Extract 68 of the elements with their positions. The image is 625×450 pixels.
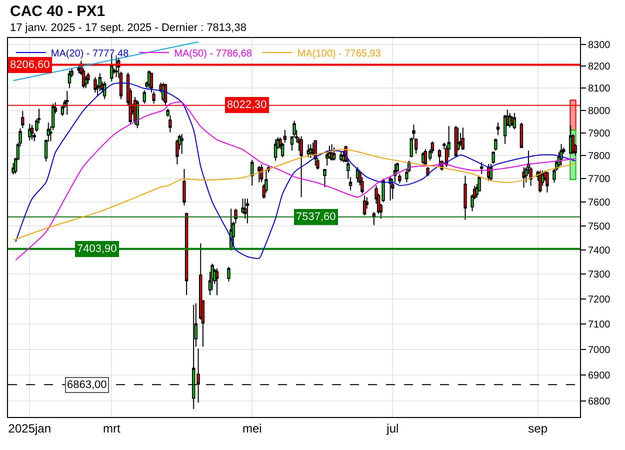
y-tick-label: 8100	[588, 84, 611, 95]
candlestick	[362, 195, 366, 216]
candlestick	[464, 175, 467, 220]
candlestick	[184, 212, 188, 296]
candlestick	[182, 168, 186, 206]
line-series	[12, 148, 576, 241]
y-tick-label: 8200	[588, 62, 611, 73]
candlestick	[538, 170, 542, 193]
legend-label: MA(20) - 7777,48	[50, 48, 130, 60]
candlestick	[496, 122, 500, 136]
y-tick-label: 7800	[588, 151, 611, 162]
candlestick	[438, 148, 442, 166]
y-tick-label: 6800	[588, 396, 611, 408]
candlestick	[494, 138, 498, 152]
ref-line-label: 6863,00	[67, 379, 107, 391]
y-tick-label: 6900	[588, 370, 611, 382]
candlestick	[142, 90, 146, 104]
y-tick-label: 7500	[588, 221, 611, 232]
x-tick-label: 2025jan	[8, 421, 52, 436]
y-tick-label: 7900	[588, 128, 611, 140]
candlestick	[388, 176, 392, 201]
candlestick	[227, 266, 230, 282]
candlestick	[215, 268, 219, 296]
candlestick	[332, 146, 336, 161]
candlestick	[21, 110, 24, 129]
candlestick	[398, 173, 402, 184]
x-tick-label: sep	[528, 421, 548, 436]
candlestick	[426, 166, 430, 177]
candlestick	[274, 138, 278, 162]
candlestick	[560, 143, 563, 166]
candlestick	[480, 162, 484, 175]
candlestick	[68, 70, 72, 89]
y-tick-label: 8000	[588, 106, 611, 117]
ref-line-label: 8022,30	[227, 99, 267, 111]
x-tick-label: mrt	[102, 421, 121, 436]
candlestick	[520, 122, 524, 149]
candlestick	[180, 133, 184, 154]
ref-line-label: 8206,60	[10, 59, 50, 71]
candlestick	[492, 151, 495, 164]
candlestick	[258, 165, 261, 183]
candlestick	[372, 212, 376, 226]
y-tick-label: 7400	[588, 245, 611, 256]
candlestick	[244, 198, 247, 220]
y-tick-label: 7700	[588, 174, 611, 186]
candlestick	[250, 159, 254, 186]
candlestick	[66, 90, 69, 116]
candlestick	[300, 136, 303, 198]
candlestick	[424, 148, 428, 166]
chart-title: CAC 40 - PX1	[10, 3, 106, 20]
candlestick	[12, 162, 15, 176]
y-tick-label: 7200	[588, 294, 611, 306]
ref-line-label: 7403,90	[77, 243, 117, 255]
x-tick-label: mei	[242, 421, 262, 436]
candlestick	[323, 168, 326, 188]
legend-label: MA(100) - 7765,93	[297, 48, 382, 60]
chart-subtitle: 17 janv. 2025 - 17 sept. 2025 - Dernier : 7813,38	[10, 22, 246, 34]
y-tick-label: 7100	[588, 319, 611, 330]
y-tick-label: 8300	[588, 40, 611, 51]
y-tick-label: 7600	[588, 198, 611, 209]
candlestick	[210, 263, 214, 291]
x-tick-label: jul	[386, 421, 399, 436]
candlestick	[522, 166, 526, 188]
candlestick	[246, 198, 250, 224]
y-tick-label: 7300	[588, 270, 611, 281]
y-tick-label: 7000	[588, 344, 611, 356]
ref-line-label: 7537,60	[296, 211, 336, 223]
legend-label: MA(50) - 7786,68	[174, 48, 252, 60]
candlestick	[306, 144, 310, 158]
